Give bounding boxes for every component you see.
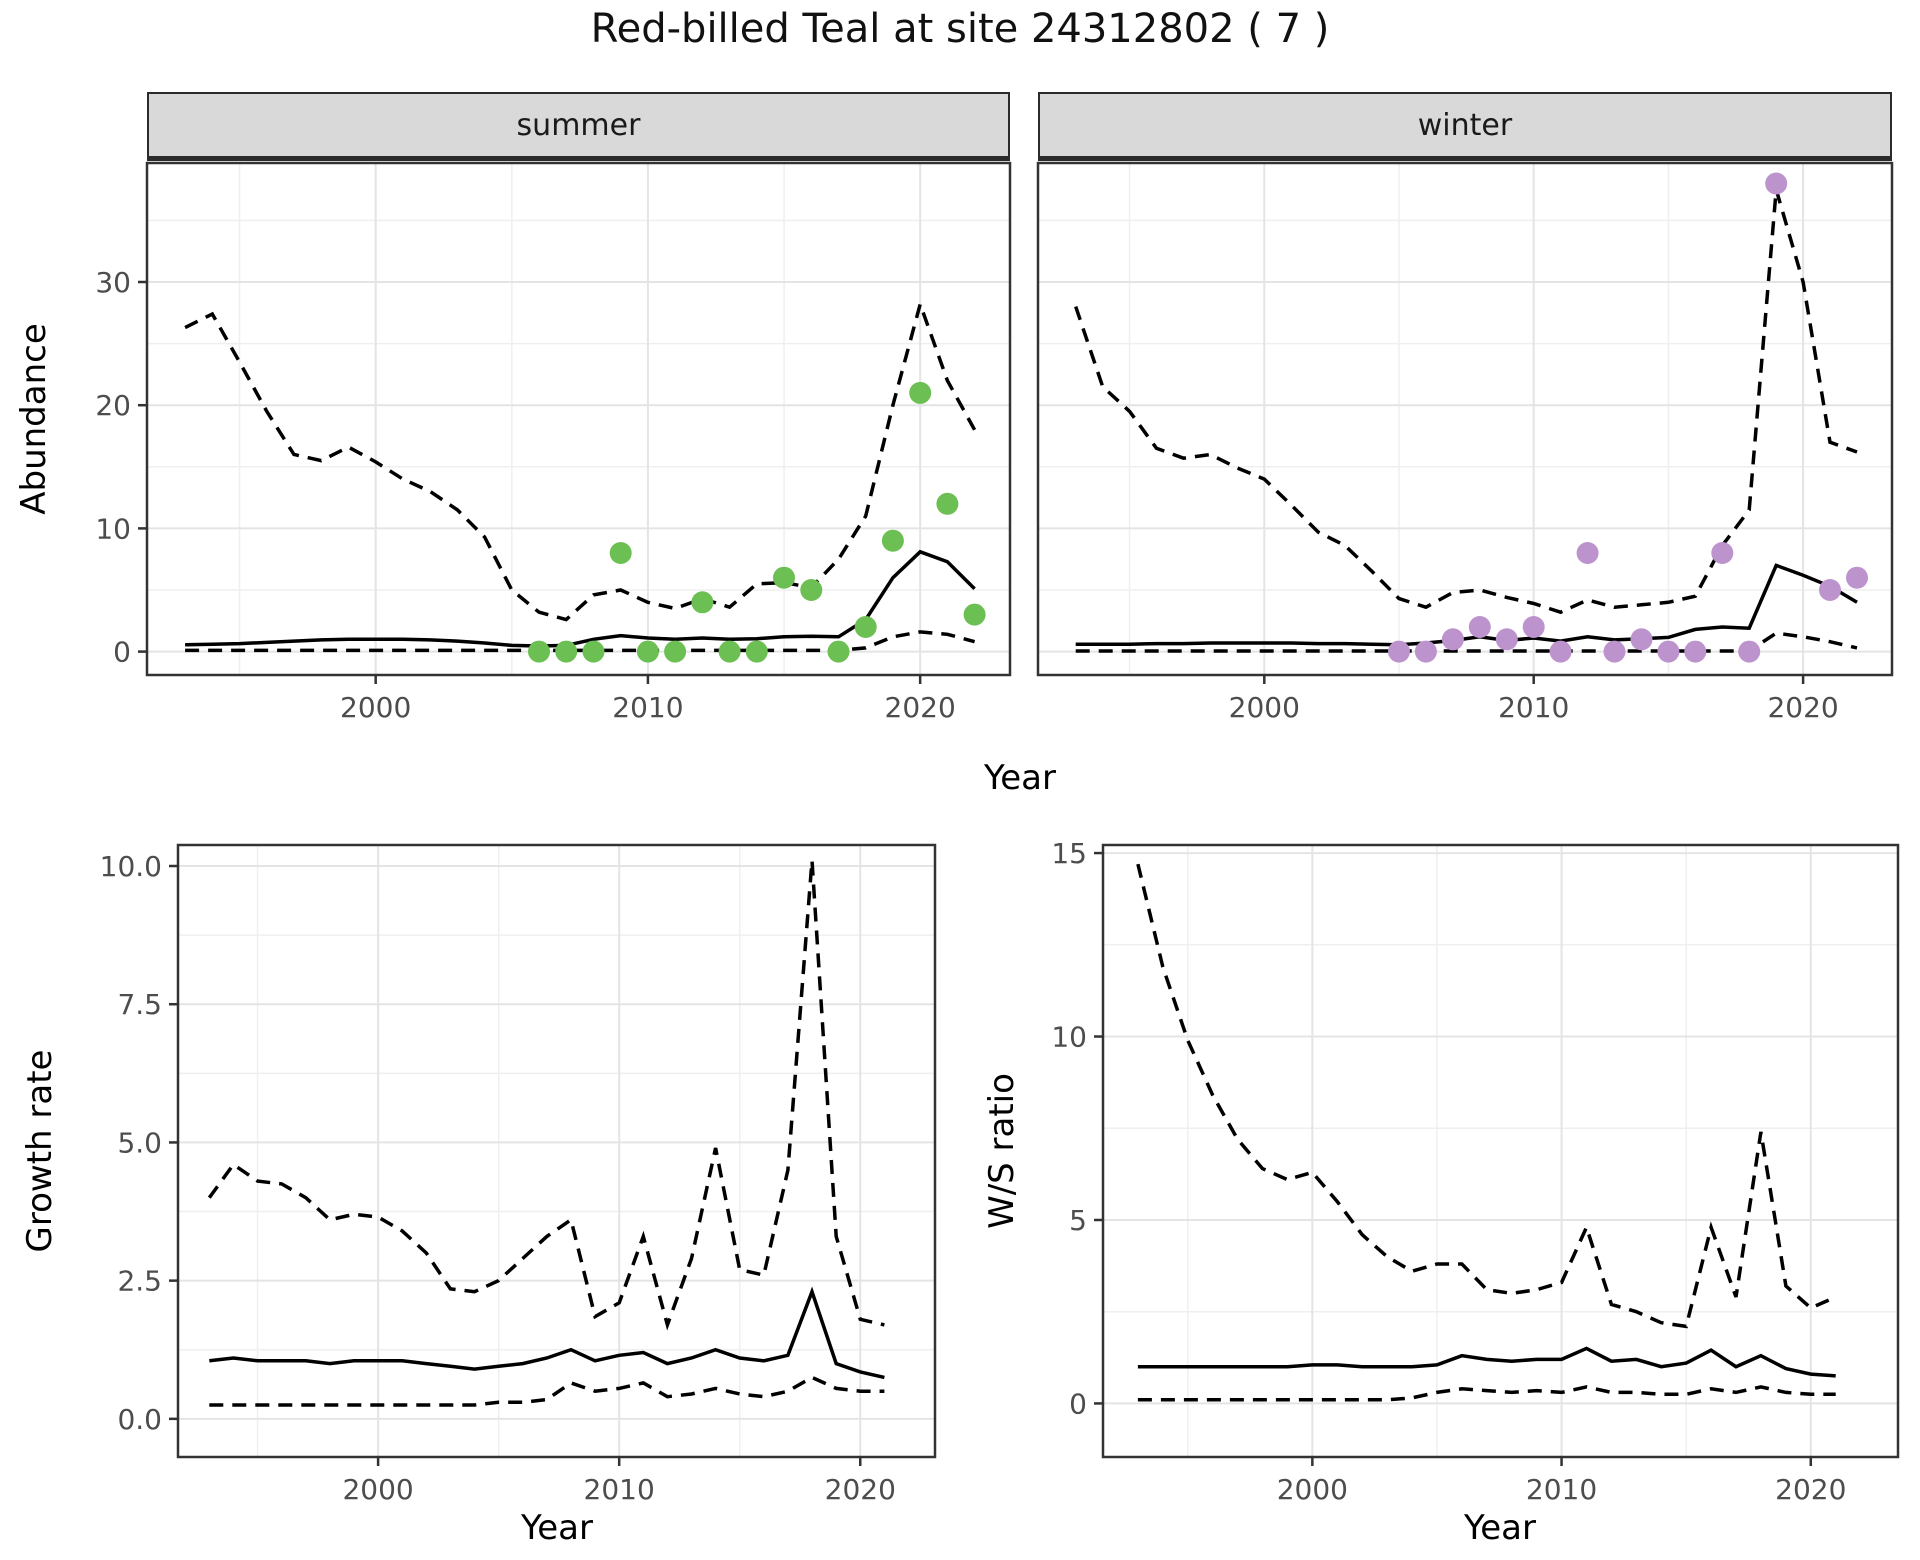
observation-point [827, 640, 850, 663]
x-tick-label: 2010 [584, 1473, 655, 1506]
y-tick-label: 15 [1051, 837, 1087, 870]
panel-border [145, 161, 1012, 677]
y-axis-title-growth-rate: Growth rate [20, 1049, 60, 1253]
y-tick-label: 10 [95, 512, 131, 545]
observation-point [1738, 640, 1761, 663]
observation-point [691, 591, 714, 614]
x-tick-label: 2010 [612, 691, 683, 724]
observation-point [718, 640, 741, 663]
y-tick-label: 0 [1069, 1387, 1087, 1420]
x-tick-label: 2010 [1498, 691, 1569, 724]
panel-border [1101, 843, 1900, 1459]
y-tick-label: 30 [95, 266, 131, 299]
observation-point [1657, 640, 1680, 663]
y-tick-label: 2.5 [117, 1265, 162, 1298]
observation-point [745, 640, 768, 663]
panel-growth-rate: 2000 2010 2020 0.0 2.5 5.0 7.5 10.0 [100, 843, 937, 1506]
x-tick-label: 2000 [340, 691, 411, 724]
facet-strip-summer-label: summer [516, 107, 641, 143]
x-tick-label: 2000 [1277, 1473, 1348, 1506]
x-tick-label: 2020 [1767, 691, 1838, 724]
median-line [185, 549, 976, 648]
observation-point [800, 579, 823, 601]
axis-ticks: 2000 2010 2020 0 10 20 30 [95, 266, 955, 724]
observation-points [1388, 172, 1868, 663]
lower-95ci-line [1137, 1385, 1836, 1402]
observation-point [909, 381, 932, 404]
y-tick-label: 10 [1051, 1021, 1087, 1054]
chart-title: Red-billed Teal at site 24312802 ( 7 ) [590, 6, 1330, 52]
x-tick-label: 2000 [342, 1473, 413, 1506]
observation-point [555, 640, 578, 663]
y-tick-label: 5 [1069, 1204, 1087, 1237]
x-tick-label: 2000 [1229, 691, 1300, 724]
observation-point [636, 640, 659, 663]
upper-95ci-line [207, 860, 885, 1331]
x-axis-title-year-top: Year [984, 758, 1056, 798]
x-axis-title-year-ws: Year [1464, 1508, 1536, 1548]
panel-border [1036, 161, 1894, 677]
y-tick-label: 0.0 [117, 1403, 162, 1436]
gridlines [178, 845, 935, 1457]
observation-point [936, 492, 959, 515]
observation-points [528, 381, 986, 663]
median-line [209, 1286, 885, 1380]
y-tick-label: 0 [113, 636, 131, 669]
observation-point [1819, 579, 1841, 601]
observation-point [1388, 640, 1410, 663]
gridlines [1103, 845, 1898, 1457]
y-axis-title-ws-ratio: W/S ratio [982, 1073, 1022, 1229]
observation-point [1441, 628, 1464, 651]
x-tick-label: 2010 [1526, 1473, 1597, 1506]
observation-point [1576, 542, 1599, 564]
median-line [1137, 1346, 1836, 1378]
facet-strip-winter: winter [1038, 92, 1892, 161]
observation-point [963, 603, 986, 626]
axis-ticks: 2000 2010 2020 0.0 2.5 5.0 7.5 10.0 [100, 850, 896, 1506]
axis-ticks: 2000 2010 2020 0 5 10 15 [1051, 837, 1846, 1506]
observation-point [1765, 172, 1788, 195]
lower-95ci-line [1075, 631, 1858, 653]
observation-point [1468, 616, 1491, 638]
axis-ticks: 2000 2010 2020 [1229, 675, 1839, 724]
observation-point [609, 542, 632, 564]
upper-95ci-line [184, 298, 977, 622]
y-tick-label: 10.0 [100, 850, 162, 883]
observation-point [1684, 640, 1707, 663]
observation-point [881, 529, 904, 552]
lower-95ci-line [209, 1375, 885, 1407]
observation-point [1603, 640, 1626, 663]
y-tick-label: 7.5 [117, 988, 162, 1021]
observation-point [1846, 566, 1868, 589]
observation-point [1414, 640, 1437, 663]
observation-point [1522, 616, 1545, 638]
observation-point [1495, 628, 1518, 651]
y-tick-label: 5.0 [117, 1126, 162, 1159]
observation-point [1549, 640, 1572, 663]
x-tick-label: 2020 [885, 691, 956, 724]
panel-summer: 2000 2010 2020 0 10 20 30 [95, 161, 1012, 724]
median-line [1075, 563, 1858, 647]
x-tick-label: 2020 [825, 1473, 896, 1506]
upper-95ci-line [1136, 863, 1837, 1329]
panel-border [176, 843, 937, 1459]
x-tick-label: 2020 [1775, 1473, 1846, 1506]
y-tick-label: 20 [95, 389, 131, 422]
observation-point [1630, 628, 1653, 651]
upper-95ci-line [1074, 189, 1858, 615]
observation-point [773, 566, 795, 589]
facet-strip-summer: summer [147, 92, 1010, 161]
panel-w-s-ratio: 2000 2010 2020 0 5 10 15 [1051, 837, 1900, 1506]
panel-winter: 2000 2010 2020 [1036, 161, 1894, 724]
y-axis-title-abundance: Abundance [14, 323, 54, 515]
observation-point [582, 640, 605, 663]
observation-point [1711, 542, 1734, 564]
x-axis-title-year-growth: Year [521, 1508, 593, 1548]
observation-point [854, 616, 877, 638]
observation-point [664, 640, 687, 663]
facet-strip-winter-label: winter [1417, 107, 1513, 143]
observation-point [528, 640, 550, 663]
